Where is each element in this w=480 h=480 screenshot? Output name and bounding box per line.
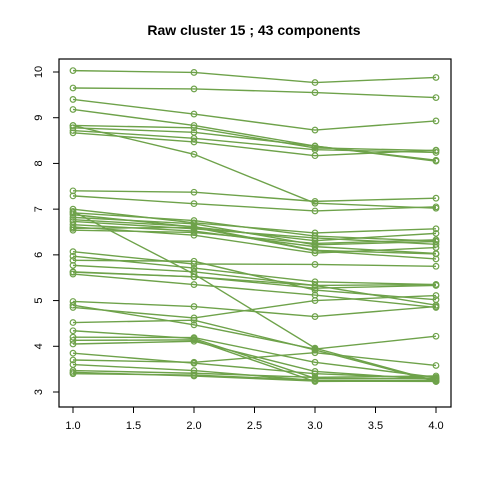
series-7 <box>70 128 439 156</box>
y-tick-label: 4 <box>33 343 45 349</box>
series-line <box>73 196 436 211</box>
series-line <box>73 260 436 299</box>
series-layer <box>70 68 439 384</box>
x-tick-label: 1.5 <box>126 420 141 432</box>
series-4 <box>70 107 439 164</box>
series-2 <box>70 85 439 100</box>
y-tick-label: 7 <box>33 206 45 212</box>
x-tick-label: 3.0 <box>307 420 322 432</box>
series-3 <box>70 97 439 133</box>
y-tick-label: 10 <box>33 66 45 78</box>
y-tick-label: 8 <box>33 160 45 166</box>
x-axis: 1.0 1.5 2.0 2.5 3.0 3.5 4.0 <box>65 407 443 432</box>
series-line <box>73 99 436 130</box>
chart-title: Raw cluster 15 ; 43 components <box>147 22 360 38</box>
series-line <box>73 88 436 98</box>
x-tick-label: 3.5 <box>368 420 383 432</box>
x-tick-label: 1.0 <box>65 420 80 432</box>
series-1 <box>70 68 439 85</box>
y-tick-label: 5 <box>33 298 45 304</box>
series-28 <box>70 271 439 310</box>
y-tick-label: 9 <box>33 115 45 121</box>
series-27 <box>70 269 439 291</box>
x-tick-label: 4.0 <box>428 420 443 432</box>
series-line <box>73 71 436 83</box>
y-tick-label: 3 <box>33 389 45 395</box>
y-tick-label: 6 <box>33 252 45 258</box>
x-tick-label: 2.0 <box>186 420 201 432</box>
x-tick-label: 2.5 <box>247 420 262 432</box>
series-line <box>73 209 436 233</box>
series-line <box>73 252 436 267</box>
y-axis: 3 4 5 6 7 8 9 10 <box>33 66 59 395</box>
series-10 <box>70 188 439 204</box>
